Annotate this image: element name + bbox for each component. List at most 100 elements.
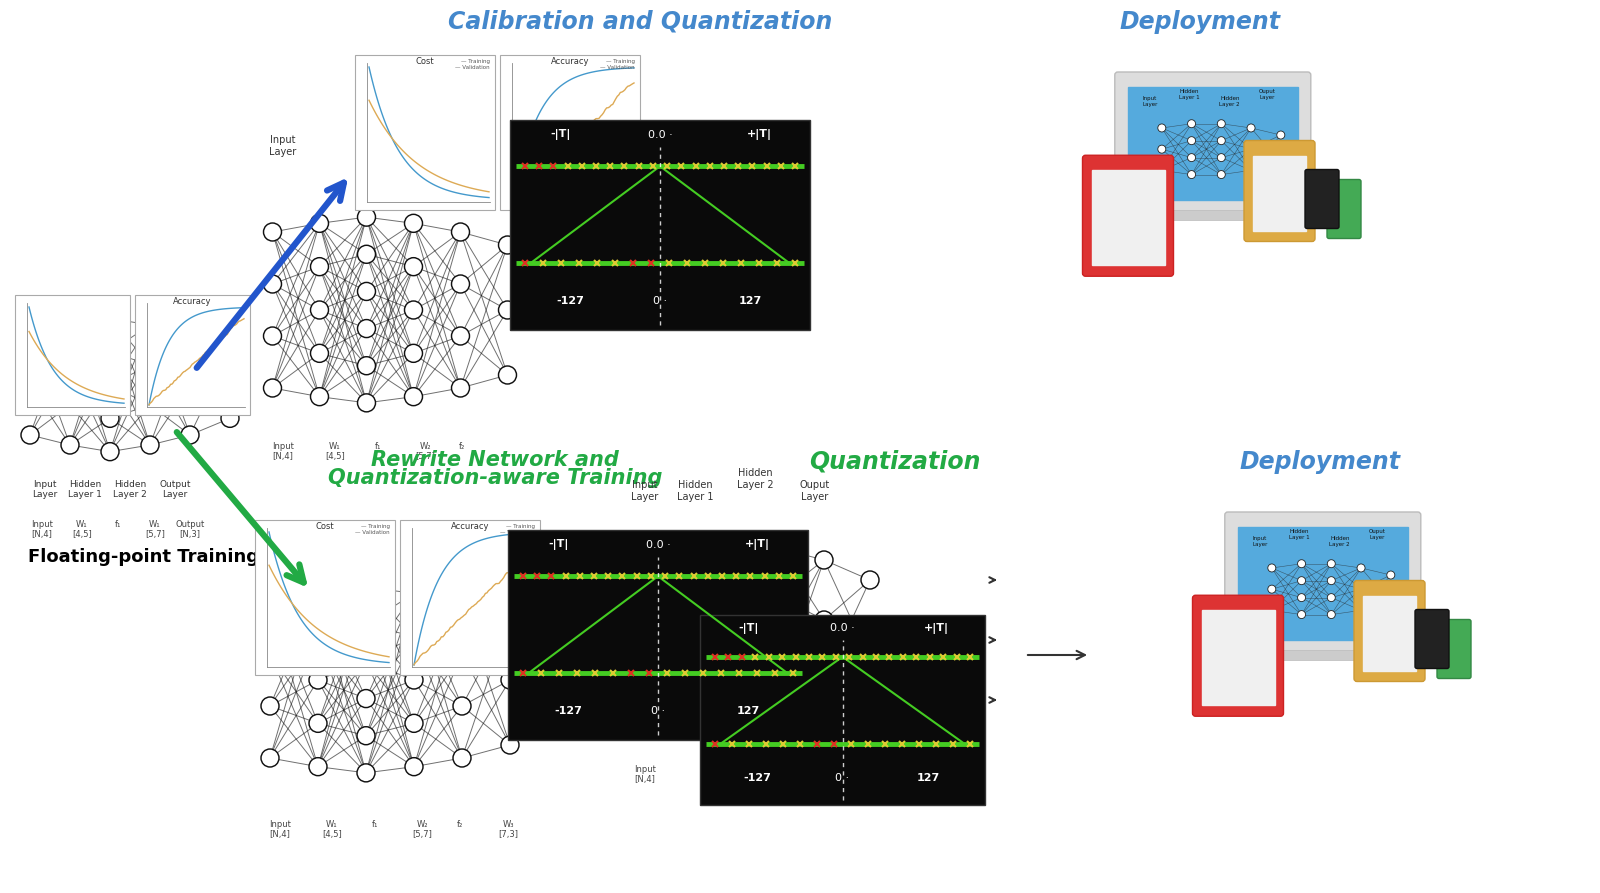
Circle shape xyxy=(141,356,158,374)
Text: Hidden
Layer 1: Hidden Layer 1 xyxy=(1179,89,1200,100)
Text: -|T|: -|T| xyxy=(550,129,571,140)
Circle shape xyxy=(770,587,787,605)
Text: Input
[N,4]: Input [N,4] xyxy=(634,765,656,784)
Text: Hidden
Layer 1: Hidden Layer 1 xyxy=(677,480,714,502)
Text: — Training
— Validation: — Training — Validation xyxy=(456,59,490,70)
Circle shape xyxy=(61,436,78,454)
Circle shape xyxy=(770,635,787,653)
Circle shape xyxy=(221,343,238,361)
Circle shape xyxy=(1158,146,1166,154)
FancyArrowPatch shape xyxy=(197,183,344,368)
Text: W₂
[5,7]: W₂ [5,7] xyxy=(414,442,435,462)
Circle shape xyxy=(61,316,78,334)
Circle shape xyxy=(181,326,198,344)
Circle shape xyxy=(723,531,741,549)
Text: 127: 127 xyxy=(738,296,762,305)
Circle shape xyxy=(357,689,374,707)
Circle shape xyxy=(723,691,741,709)
Text: -|T|: -|T| xyxy=(738,622,758,634)
Text: Input
Layer: Input Layer xyxy=(632,480,659,502)
Bar xyxy=(1253,155,1306,230)
Circle shape xyxy=(181,426,198,444)
Circle shape xyxy=(677,587,694,605)
Circle shape xyxy=(814,671,834,689)
Text: 0 ·: 0 · xyxy=(653,296,667,305)
Bar xyxy=(1222,650,1422,660)
Text: Rewrite Network and: Rewrite Network and xyxy=(371,450,619,470)
Text: -|T|: -|T| xyxy=(549,539,570,550)
Text: Hidden
Layer 2: Hidden Layer 2 xyxy=(114,480,147,499)
FancyBboxPatch shape xyxy=(1083,155,1173,276)
Bar xyxy=(509,530,808,740)
Circle shape xyxy=(501,736,518,754)
Text: Ouput
Layer: Ouput Layer xyxy=(1368,530,1386,540)
FancyBboxPatch shape xyxy=(1354,580,1426,681)
Circle shape xyxy=(61,356,78,374)
Circle shape xyxy=(1298,577,1306,585)
Text: — Training
— Validation: — Training — Validation xyxy=(600,59,635,70)
Circle shape xyxy=(499,301,517,319)
Text: 0.0 ·: 0.0 · xyxy=(648,129,672,139)
Circle shape xyxy=(501,606,518,624)
Text: Hidden
Layer 2: Hidden Layer 2 xyxy=(1219,96,1240,107)
Circle shape xyxy=(1277,159,1285,167)
Text: W₁
[4,5]: W₁ [4,5] xyxy=(322,820,342,839)
FancyBboxPatch shape xyxy=(1226,512,1421,653)
Circle shape xyxy=(101,376,118,394)
Circle shape xyxy=(101,343,118,361)
Circle shape xyxy=(451,275,469,293)
Circle shape xyxy=(141,316,158,334)
Text: 0 ·: 0 · xyxy=(651,705,666,715)
Circle shape xyxy=(1328,611,1336,619)
Text: Input
[N,4]: Input [N,4] xyxy=(272,442,294,462)
Text: Input
Layer: Input Layer xyxy=(1142,96,1157,107)
Circle shape xyxy=(1277,131,1285,139)
Circle shape xyxy=(1158,124,1166,132)
Text: f₂: f₂ xyxy=(458,820,462,829)
Circle shape xyxy=(21,426,38,444)
Circle shape xyxy=(499,366,517,384)
Circle shape xyxy=(310,345,328,363)
Circle shape xyxy=(1218,154,1226,162)
Circle shape xyxy=(221,409,238,428)
Bar xyxy=(1238,527,1408,640)
Bar xyxy=(1363,596,1416,671)
Circle shape xyxy=(499,236,517,254)
Circle shape xyxy=(357,615,374,633)
Circle shape xyxy=(630,671,650,689)
Circle shape xyxy=(451,223,469,241)
Text: f₁: f₁ xyxy=(371,820,378,829)
Circle shape xyxy=(405,258,422,276)
Circle shape xyxy=(453,749,470,767)
Text: Hidden
Layer 1: Hidden Layer 1 xyxy=(69,480,102,499)
Circle shape xyxy=(357,282,376,300)
Bar xyxy=(499,55,640,210)
Circle shape xyxy=(1387,599,1395,607)
Circle shape xyxy=(310,214,328,232)
Circle shape xyxy=(861,571,878,589)
Circle shape xyxy=(723,611,741,629)
Circle shape xyxy=(264,379,282,397)
Bar xyxy=(134,295,250,415)
Circle shape xyxy=(677,683,694,701)
Bar xyxy=(1114,210,1312,220)
Circle shape xyxy=(1298,611,1306,619)
Circle shape xyxy=(357,320,376,338)
Circle shape xyxy=(310,258,328,276)
Circle shape xyxy=(453,593,470,611)
Circle shape xyxy=(1328,594,1336,602)
Circle shape xyxy=(1187,137,1195,145)
Text: Accuracy: Accuracy xyxy=(451,522,490,531)
Text: Quantization-aware Training: Quantization-aware Training xyxy=(328,468,662,488)
Circle shape xyxy=(21,326,38,344)
Text: Input
[N,4]: Input [N,4] xyxy=(30,520,53,539)
Circle shape xyxy=(261,697,278,715)
Circle shape xyxy=(357,246,376,263)
Circle shape xyxy=(1357,606,1365,614)
FancyBboxPatch shape xyxy=(1437,620,1470,679)
Text: Cost: Cost xyxy=(315,522,334,531)
Circle shape xyxy=(770,539,787,557)
Text: +|T|: +|T| xyxy=(747,129,771,140)
Text: Input
Layer: Input Layer xyxy=(32,480,58,499)
Circle shape xyxy=(309,671,326,689)
